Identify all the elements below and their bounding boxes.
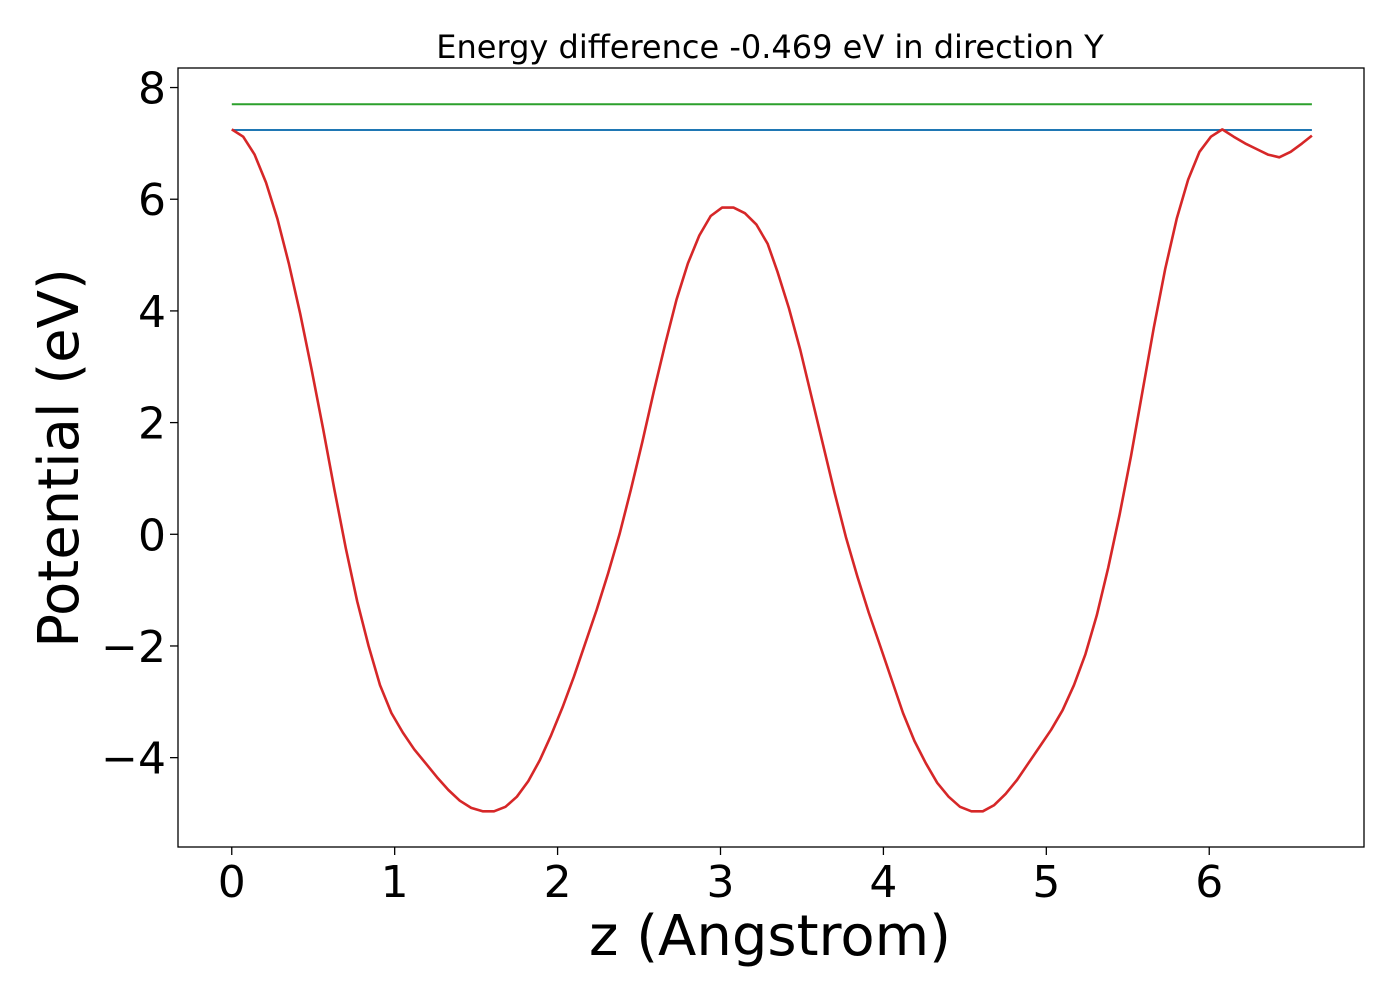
y-tick-label: 8 [138,64,166,115]
x-tick-label: 4 [869,857,897,908]
y-tick-label: 0 [138,510,166,561]
x-tick-label: 0 [218,857,246,908]
y-axis: −4 −2 0 2 4 6 8 [101,64,178,785]
series-layer [231,103,1313,813]
x-tick-label: 2 [544,857,572,908]
y-tick-label: −2 [101,622,166,673]
x-tick-label: 1 [381,857,409,908]
y-tick-label: 6 [138,175,166,226]
x-axis: 0 1 2 3 4 5 6 [218,847,1223,908]
series-line-2 [231,128,1313,813]
axes-frame [177,67,1365,848]
y-tick-label: 2 [138,399,166,450]
y-tick-label: −4 [101,734,166,785]
y-axis-label: Potential (eV) [27,268,92,648]
y-tick-label: 4 [138,287,166,338]
x-tick-label: 5 [1032,857,1060,908]
x-tick-label: 3 [706,857,734,908]
x-tick-label: 6 [1195,857,1223,908]
chart-title: Energy difference -0.469 eV in direction… [436,28,1104,66]
x-axis-label: z (Angstrom) [589,904,951,969]
